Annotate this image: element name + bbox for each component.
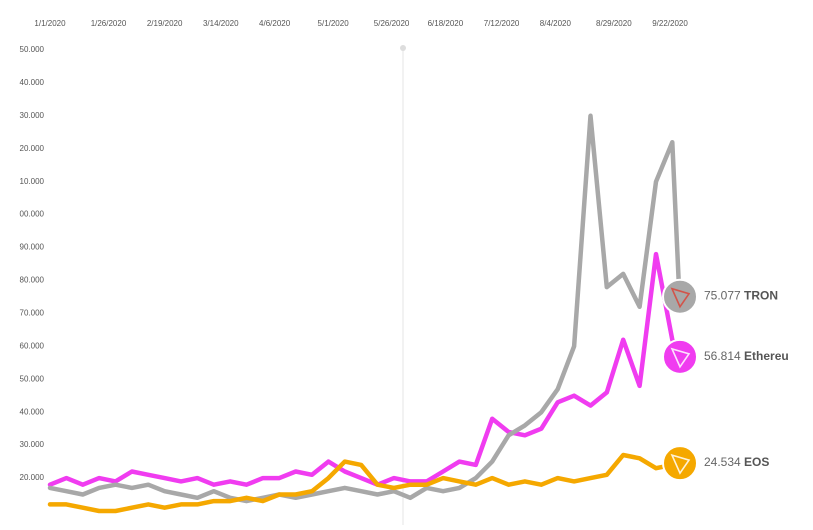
- end-value: 24.534: [704, 455, 741, 469]
- y-tick-label: 80.000: [20, 276, 45, 285]
- x-tick-label: 4/6/2020: [259, 19, 291, 28]
- x-tick-label: 2/19/2020: [147, 19, 183, 28]
- x-tick-label: 9/22/2020: [652, 19, 688, 28]
- x-tick-label: 3/14/2020: [203, 19, 239, 28]
- end-label: 75.077 TRON: [704, 289, 778, 303]
- end-value: 56.814: [704, 349, 741, 363]
- x-tick-label: 8/4/2020: [540, 19, 572, 28]
- x-tick-label: 1/26/2020: [91, 19, 127, 28]
- y-tick-label: 00.000: [20, 210, 45, 219]
- y-tick-label: 30.000: [20, 111, 45, 120]
- y-tick-label: 10.000: [20, 177, 45, 186]
- x-tick-label: 8/29/2020: [596, 19, 632, 28]
- coin-symbol: [670, 453, 691, 475]
- y-tick-label: 20.000: [20, 144, 45, 153]
- crosshair-dot: [400, 45, 406, 51]
- series-name: EOS: [744, 455, 769, 469]
- series-line: [47, 251, 682, 487]
- end-value: 75.077: [704, 289, 741, 303]
- series-name: Ethereu: [744, 349, 789, 363]
- y-tick-label: 90.000: [20, 243, 45, 252]
- y-tick-label: 60.000: [20, 341, 45, 350]
- coin-symbol: [670, 347, 691, 369]
- coin-icon: [662, 338, 698, 375]
- end-label: 24.534 EOS: [704, 455, 769, 469]
- x-tick-label: 1/1/2020: [34, 19, 66, 28]
- y-tick-label: 50.000: [20, 45, 45, 54]
- x-tick-label: 5/26/2020: [374, 19, 410, 28]
- y-tick-label: 40.000: [20, 407, 45, 416]
- series-line: [47, 452, 682, 514]
- y-tick-label: 40.000: [20, 78, 45, 87]
- end-label: 56.814 Ethereu: [704, 349, 789, 363]
- y-tick-label: 50.000: [20, 374, 45, 383]
- x-tick-label: 6/18/2020: [428, 19, 464, 28]
- series-name: TRON: [744, 289, 778, 303]
- y-tick-label: 20.000: [20, 473, 45, 482]
- coin-icon: [662, 445, 698, 482]
- x-tick-label: 7/12/2020: [484, 19, 520, 28]
- x-tick-label: 5/1/2020: [318, 19, 350, 28]
- y-tick-label: 30.000: [20, 440, 45, 449]
- coin-icon: [662, 278, 698, 315]
- series-line: [47, 113, 682, 504]
- y-tick-label: 70.000: [20, 309, 45, 318]
- coin-symbol: [670, 287, 691, 309]
